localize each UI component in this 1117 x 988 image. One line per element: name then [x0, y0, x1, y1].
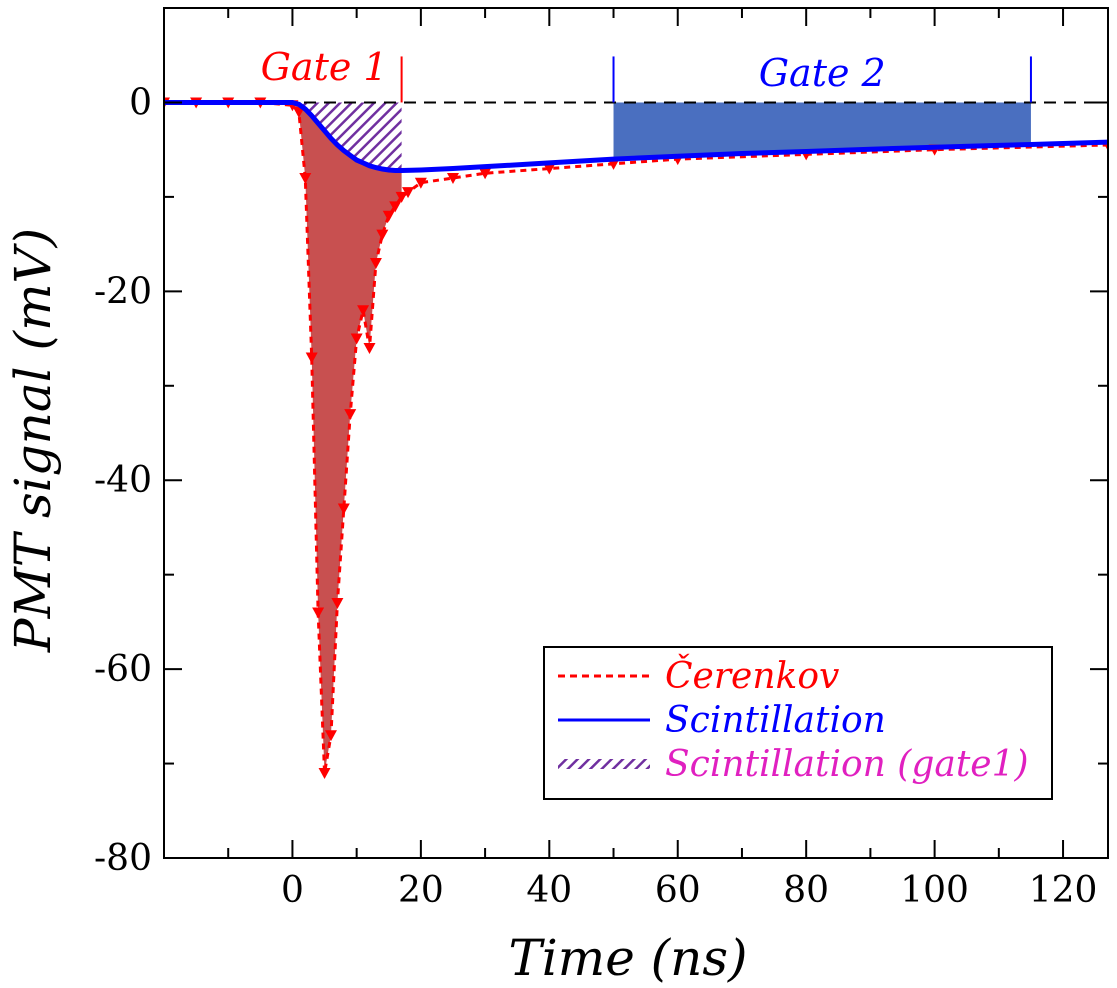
cerenkov-point	[324, 730, 337, 742]
cerenkov-line	[164, 100, 1108, 774]
cerenkov-point	[446, 173, 459, 184]
cerenkov-point	[376, 229, 389, 241]
cerenkov-point	[369, 258, 382, 269]
y-tick-label: 0	[129, 82, 152, 123]
x-tick-label: 0	[281, 870, 304, 911]
cerenkov-point	[543, 163, 556, 175]
cerenkov-point	[312, 607, 325, 619]
y-axis-title: PMT signal (mV)	[4, 228, 62, 653]
gate2-fill	[613, 102, 1031, 160]
cerenkov-point	[395, 191, 408, 203]
cerenkov-point	[479, 168, 492, 180]
cerenkov-point	[357, 305, 370, 317]
cerenkov-point	[389, 201, 402, 213]
legend-label: Scintillation	[665, 700, 886, 741]
x-tick-label: 100	[900, 870, 969, 911]
legend-frame	[543, 646, 1053, 800]
cerenkov-point	[305, 352, 318, 364]
y-tick-label: -40	[94, 460, 152, 501]
gate2-label: Gate 2	[759, 51, 886, 95]
cerenkov-point	[382, 210, 395, 222]
cerenkov-point	[350, 333, 363, 345]
x-tick-label: 20	[398, 870, 444, 911]
x-tick-label: 120	[1029, 870, 1098, 911]
x-tick-label: 40	[526, 870, 572, 911]
x-tick-label: 60	[655, 870, 701, 911]
cerenkov-point	[318, 768, 331, 779]
legend-swatch-scintillation-gate1	[558, 759, 650, 769]
plot-frame	[163, 7, 1109, 859]
y-tick-label: -20	[94, 271, 152, 312]
x-tick-label: 80	[783, 870, 829, 911]
cerenkov-point	[363, 343, 376, 354]
y-tick-label: -60	[94, 649, 152, 690]
cerenkov-point	[414, 177, 427, 189]
scintillation-line	[164, 99, 1108, 173]
legend-label: Scintillation (gate1)	[665, 744, 1029, 785]
y-tick-label: -80	[94, 838, 152, 879]
cerenkov-point	[331, 598, 344, 609]
cerenkov-gate1-fill	[292, 102, 402, 773]
gate1-label: Gate 1	[261, 45, 388, 89]
cerenkov-point	[337, 503, 350, 515]
cerenkov-point	[402, 187, 415, 199]
scintillation-gate1-hatch	[292, 102, 402, 171]
cerenkov-point	[299, 173, 312, 184]
x-axis-title: Time (ns)	[508, 929, 747, 987]
legend-label: Čerenkov	[665, 655, 839, 697]
cerenkov-point	[344, 409, 357, 421]
